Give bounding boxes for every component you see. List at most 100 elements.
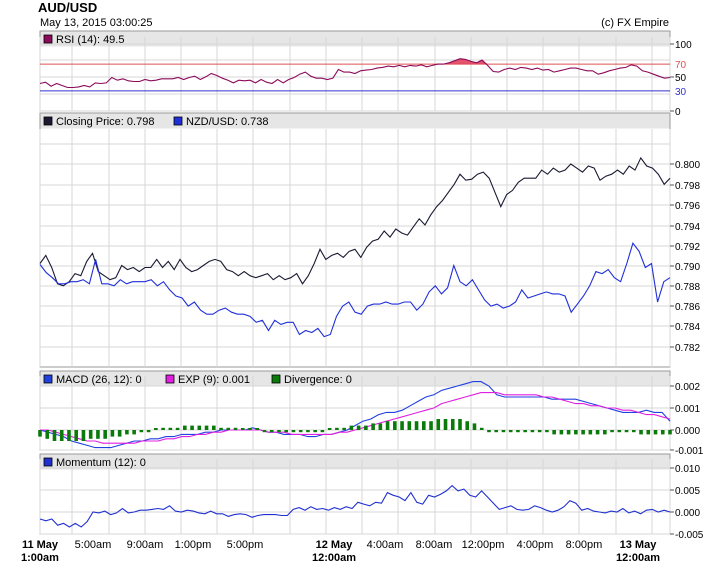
- divergence-bar: [320, 430, 325, 433]
- divergence-bar: [653, 430, 658, 435]
- legend-swatch: [271, 374, 281, 384]
- y-tick-label: 0.784: [675, 322, 700, 333]
- legend-label: Momentum (12): 0: [56, 457, 146, 469]
- y-tick-label: 0.005: [675, 486, 700, 497]
- y-tick-label: 0.790: [675, 262, 700, 273]
- divergence-bar: [88, 430, 93, 439]
- divergence-bar: [465, 421, 470, 430]
- divergence-bar: [660, 430, 665, 435]
- divergence-bar: [117, 430, 122, 437]
- divergence-bar: [385, 421, 390, 430]
- divergence-bar: [668, 430, 672, 435]
- divergence-bar: [52, 430, 57, 441]
- divergence-bar: [646, 430, 651, 435]
- divergence-bar: [240, 428, 245, 430]
- chart-copyright: (c) FX Empire: [601, 17, 669, 29]
- divergence-bar: [450, 419, 455, 430]
- divergence-bar: [342, 427, 346, 430]
- divergence-bar: [617, 430, 622, 433]
- closing-price-line: [39, 156, 671, 287]
- x-tick-label: 5:00am: [75, 539, 112, 551]
- divergence-bar: [183, 425, 187, 430]
- y-tick-label: -0.001: [675, 446, 704, 457]
- divergence-bar: [38, 430, 42, 437]
- divergence-bar: [479, 427, 484, 430]
- divergence-bar: [313, 430, 317, 433]
- x-tick-label: 13 May: [620, 539, 658, 551]
- x-tick-label: 11 May: [22, 539, 59, 551]
- legend-swatch: [43, 457, 53, 467]
- legend-label: MACD (26, 12): 0: [56, 374, 142, 386]
- legend-swatch: [43, 34, 53, 44]
- divergence-bar: [429, 421, 433, 430]
- divergence-bar: [516, 430, 520, 433]
- x-tick-label: 5:00pm: [227, 539, 264, 551]
- rsi-level-label: 30: [675, 87, 687, 98]
- divergence-bar: [530, 430, 535, 433]
- divergence-bar: [349, 425, 354, 430]
- momentum-12-line: [39, 484, 671, 528]
- divergence-bar: [81, 430, 86, 441]
- y-tick-label: 0.782: [675, 343, 700, 354]
- price-panel: 0.800 0.798 0.796 0.794 0.792 0.790 0.788 0.786…: [39, 112, 700, 368]
- y-tick-label: 0.000: [675, 426, 700, 437]
- y-tick-label: 0.002: [675, 382, 700, 393]
- divergence-bar: [421, 421, 426, 430]
- legend-label: Closing Price: 0.798: [56, 116, 154, 128]
- divergence-bar: [545, 430, 549, 433]
- divergence-bar: [291, 430, 296, 433]
- divergence-bar: [190, 425, 194, 430]
- divergence-bar: [631, 430, 636, 433]
- divergence-bar: [67, 430, 71, 441]
- legend-label: RSI (14): 49.5: [56, 34, 124, 46]
- divergence-bar: [378, 423, 383, 430]
- divergence-bar: [595, 430, 600, 435]
- x-tick-label-line2: 12:00am: [616, 552, 660, 564]
- divergence-bar: [269, 430, 274, 433]
- divergence-bar: [233, 427, 238, 430]
- divergence-bar: [132, 430, 136, 435]
- momentum-panel: 0.010 0.005 0.000 -0.005 Momentum (12): 0: [39, 453, 704, 541]
- divergence-bar: [110, 430, 115, 437]
- divergence-bar: [487, 430, 491, 433]
- legend-swatch: [43, 374, 53, 384]
- macd-panel: 0.002 0.001 0.000 -0.001 MACD (26, 12): 0 EXP…: [38, 370, 704, 457]
- divergence-bar: [197, 425, 202, 430]
- chart-timestamp: May 13, 2015 03:00:25: [40, 17, 153, 29]
- divergence-bar: [566, 430, 571, 435]
- divergence-bar: [175, 427, 180, 430]
- rsi-legend-bar: [40, 31, 670, 47]
- divergence-bar: [306, 430, 310, 433]
- divergence-bar: [443, 419, 448, 430]
- divergence-bar: [255, 428, 260, 430]
- exp-9-line: [40, 392, 671, 444]
- price-plot-area: [39, 112, 671, 368]
- divergence-bar: [508, 430, 513, 433]
- x-tick-label: 4:00pm: [517, 539, 554, 551]
- divergence-bar: [103, 430, 107, 439]
- x-tick-label-line2: 12:00am: [312, 552, 356, 564]
- y-tick-label: 50: [675, 73, 687, 84]
- rsi-level-label: 70: [675, 60, 687, 71]
- divergence-bar: [588, 430, 593, 435]
- divergence-bar: [168, 427, 173, 430]
- divergence-bar: [161, 427, 165, 430]
- divergence-bar: [407, 421, 412, 430]
- x-tick-label: 8:00am: [416, 539, 453, 551]
- x-tick-label: 4:00am: [367, 539, 404, 551]
- y-tick-label: 0.000: [675, 508, 700, 519]
- divergence-bar: [458, 419, 462, 430]
- divergence-bar: [501, 430, 506, 433]
- legend-swatch: [43, 116, 53, 126]
- momentum-legend-bar: [40, 454, 670, 470]
- divergence-bar: [139, 430, 144, 433]
- y-tick-label: 0.792: [675, 242, 700, 253]
- legend-label: EXP (9): 0.001: [178, 374, 250, 386]
- y-tick-label: 0.796: [675, 201, 700, 212]
- y-tick-label: 0.788: [675, 282, 700, 293]
- divergence-bar: [393, 421, 397, 430]
- y-tick-label: 0.010: [675, 464, 700, 475]
- divergence-bar: [277, 430, 281, 433]
